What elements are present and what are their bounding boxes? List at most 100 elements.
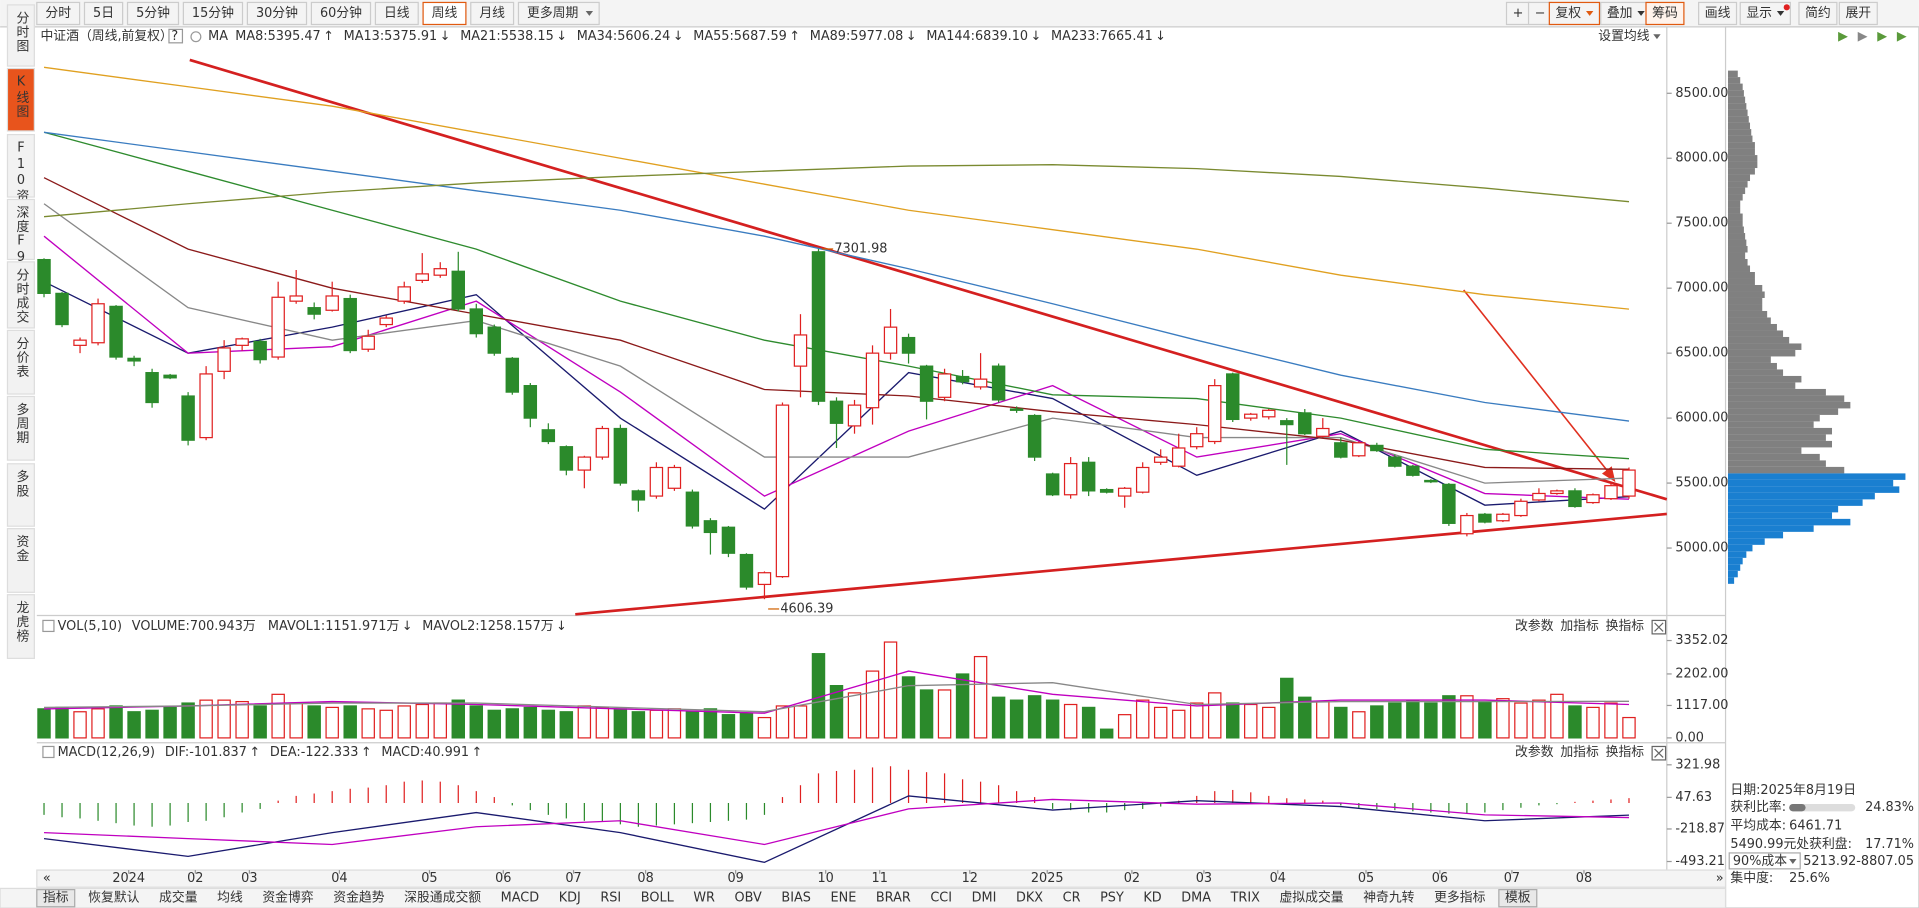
flag-icon[interactable] — [1838, 31, 1848, 42]
panel-button[interactable]: 换指标 — [1606, 745, 1645, 760]
dropdown-arrow — [1776, 11, 1785, 16]
flag-icon[interactable] — [1877, 31, 1888, 42]
settings-label[interactable]: 设置均线 — [1598, 29, 1649, 44]
tool-button[interactable] — [1798, 1, 1838, 26]
tool-button[interactable] — [1698, 1, 1738, 26]
candle-body — [1298, 412, 1312, 435]
candle-body — [1388, 456, 1402, 467]
period-tab[interactable] — [374, 1, 419, 26]
candle-body — [775, 404, 790, 578]
indicator-tab[interactable]: 资金博弈 — [262, 890, 313, 906]
indicator-tab[interactable]: 成交量 — [159, 890, 198, 906]
indicator-tab[interactable]: 恢复默认 — [88, 890, 139, 906]
indicator-tab[interactable]: RSI — [600, 891, 621, 906]
sidebar-tab[interactable] — [6, 594, 35, 659]
indicator-tab[interactable]: 资金趋势 — [333, 890, 384, 906]
indicator-tab[interactable]: 模板 — [1505, 891, 1531, 906]
chip-bar — [1727, 200, 1741, 208]
indicator-tab[interactable]: ENE — [831, 891, 857, 906]
panel-button[interactable]: 改参数 — [1515, 618, 1554, 634]
indicator-tab[interactable]: TRIX — [1230, 891, 1261, 906]
chip-bar — [1727, 505, 1839, 513]
candle-body — [1081, 461, 1096, 492]
legend-trend: ↑ — [361, 745, 372, 760]
volume-bar — [1334, 706, 1348, 739]
indicator-tab[interactable]: CR — [1063, 891, 1081, 906]
indicator-tab[interactable]: BOLL — [641, 891, 675, 906]
close-icon[interactable] — [1651, 619, 1667, 635]
candle-body — [163, 374, 177, 379]
chip-bar — [1727, 336, 1790, 344]
flag-icon[interactable] — [1857, 31, 1868, 42]
indicator-tab[interactable]: 神奇九转 — [1363, 890, 1414, 906]
tool-button[interactable] — [1739, 1, 1791, 26]
indicator-tab[interactable]: MACD — [501, 891, 540, 906]
help-icon[interactable] — [168, 28, 184, 44]
sidebar-tab[interactable] — [6, 4, 35, 67]
indicator-tab[interactable]: DKX — [1016, 891, 1043, 906]
indicator-tab[interactable]: KD — [1143, 891, 1161, 906]
period-tab[interactable] — [310, 1, 372, 26]
volume-bar — [901, 676, 916, 739]
indicator-tab[interactable]: KDJ — [559, 891, 581, 906]
volume-bar — [91, 708, 105, 739]
cost-select[interactable] — [1728, 852, 1801, 870]
indicator-tab[interactable]: PSY — [1100, 891, 1124, 906]
close-glyph — [1654, 748, 1664, 758]
sidebar-tab-label: K线图 — [13, 75, 28, 119]
candle-body — [793, 334, 808, 367]
period-tab[interactable] — [246, 1, 308, 26]
period-tab[interactable] — [36, 1, 81, 26]
period-tab[interactable] — [517, 1, 600, 26]
indicator-tab[interactable]: BRAR — [876, 891, 911, 906]
indicator-tab[interactable]: CCI — [930, 891, 952, 906]
tool-button[interactable] — [1645, 1, 1685, 26]
scroll-right[interactable]: » — [1716, 871, 1724, 886]
indicator-tab[interactable]: WR — [693, 891, 715, 906]
sidebar-tab[interactable] — [6, 528, 35, 593]
indicator-tab[interactable]: 深股通成交额 — [404, 890, 481, 906]
collapse-icon[interactable] — [42, 745, 55, 759]
volume-bar — [973, 655, 988, 739]
chip-bar — [1727, 492, 1875, 500]
tool-button[interactable] — [1548, 1, 1601, 26]
indicator-tab[interactable]: 指标 — [43, 891, 69, 906]
period-tab[interactable] — [83, 1, 124, 26]
panel-button[interactable]: 换指标 — [1606, 619, 1645, 634]
sidebar-tab[interactable] — [6, 198, 35, 261]
period-tab[interactable] — [470, 1, 515, 26]
flag-icon[interactable] — [1896, 31, 1907, 42]
panel-button[interactable]: 加指标 — [1560, 619, 1599, 634]
indicator-tab[interactable]: DMA — [1181, 891, 1211, 906]
indicator-tab[interactable]: OBV — [735, 891, 763, 906]
indicator-tab[interactable]: 均线 — [217, 891, 243, 906]
legend-entry: MA233:7665.41 — [1051, 29, 1153, 44]
collapse-icon[interactable] — [42, 619, 55, 633]
panel-button[interactable]: 加指标 — [1560, 745, 1599, 760]
indicator-tab[interactable]: DMI — [972, 891, 997, 906]
period-tab[interactable] — [422, 1, 467, 26]
candle-body — [1009, 408, 1024, 411]
volume-bar — [1135, 699, 1150, 739]
indicator-tab[interactable]: 虚拟成交量 — [1279, 890, 1343, 906]
sidebar-tab[interactable] — [6, 329, 35, 395]
sidebar-tab[interactable] — [6, 261, 35, 329]
candle-body — [1171, 447, 1186, 467]
sidebar-tab[interactable] — [6, 133, 35, 198]
settings-icon[interactable] — [190, 31, 202, 43]
indicator-bar — [0, 887, 1727, 908]
candle-body — [955, 375, 970, 383]
tool-button[interactable] — [1838, 1, 1878, 26]
period-tab[interactable] — [126, 1, 180, 26]
sidebar-tab[interactable] — [6, 463, 35, 527]
period-tab[interactable] — [182, 1, 244, 26]
candle-body — [559, 446, 574, 471]
panel-button[interactable]: 改参数 — [1515, 744, 1554, 760]
indicator-tab[interactable]: 更多指标 — [1434, 891, 1485, 906]
close-icon[interactable] — [1651, 745, 1667, 761]
candle-body — [1550, 490, 1564, 495]
sidebar-tab[interactable] — [6, 67, 35, 132]
scroll-left[interactable]: « — [43, 871, 51, 886]
indicator-tab[interactable]: BIAS — [781, 891, 811, 906]
sidebar-tab[interactable] — [6, 395, 35, 461]
